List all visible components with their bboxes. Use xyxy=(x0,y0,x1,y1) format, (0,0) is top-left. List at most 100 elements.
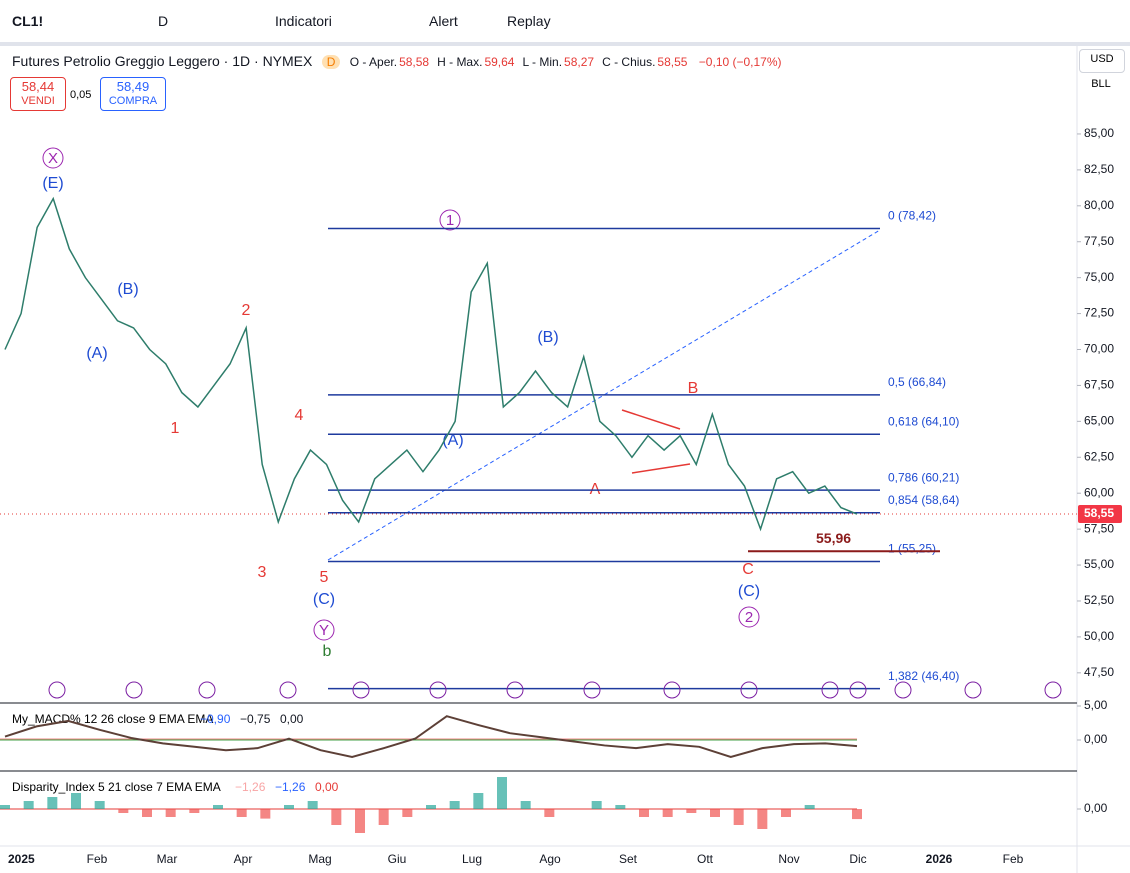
y-tick-label: 80,00 xyxy=(1084,198,1114,212)
disparity-bar xyxy=(544,809,555,817)
buy-button[interactable]: 58,49 COMPRA xyxy=(100,77,166,111)
wave-label: 1 xyxy=(171,420,180,437)
disparity-bar xyxy=(47,797,58,809)
wave-label: 3 xyxy=(258,564,267,581)
disparity-bar xyxy=(757,809,768,829)
replay-button[interactable]: Replay xyxy=(507,13,551,29)
last-price-label: 58,55 xyxy=(1084,506,1114,520)
replay-icon xyxy=(663,681,681,699)
disparity-bar xyxy=(804,805,815,809)
y-tick-label: 65,00 xyxy=(1084,414,1114,428)
x-tick-label: Lug xyxy=(462,852,482,866)
wave-circle xyxy=(42,147,64,169)
x-tick-label: Dic xyxy=(849,852,866,866)
ohlc-label: H - Max. xyxy=(437,55,483,69)
badge: D xyxy=(321,55,341,69)
sell-label: VENDI xyxy=(21,95,55,107)
currency[interactable]: USD xyxy=(1079,49,1125,73)
disparity-bar xyxy=(236,809,247,817)
y-tick-label: 62,50 xyxy=(1084,449,1114,463)
macd-legend: 0,00 xyxy=(280,712,304,726)
ohlc-value: 58,55 xyxy=(657,55,688,69)
disparity-bar xyxy=(615,805,626,809)
y-tick-label: 75,00 xyxy=(1084,270,1114,284)
disparity-bar xyxy=(94,801,105,809)
toolbar: CL1! D Indicatori Alert Replay xyxy=(0,0,1130,46)
x-tick-label: Apr xyxy=(234,852,253,866)
replay-icon xyxy=(740,681,758,699)
fib-label: 0,618 (64,10) xyxy=(888,414,959,428)
disparity-bar xyxy=(497,777,507,809)
x-tick-label: Mar xyxy=(157,852,178,866)
wave-label: (B) xyxy=(117,281,138,298)
wave-label: (C) xyxy=(738,583,760,600)
disparity-bar xyxy=(0,805,10,809)
disparity-bar xyxy=(520,801,531,809)
y-tick-label: 70,00 xyxy=(1084,342,1114,356)
disparity-bar xyxy=(260,809,271,819)
disparity-bar xyxy=(142,809,152,817)
indicators-button[interactable]: Indicatori xyxy=(275,13,332,29)
alert-button[interactable]: Alert xyxy=(429,13,458,29)
y-tick-label: 0,00 xyxy=(1084,732,1108,746)
x-tick-label: 2025 xyxy=(8,852,35,866)
triangle-line xyxy=(631,463,691,474)
disparity-bar xyxy=(71,793,81,809)
replay-icon xyxy=(279,681,297,699)
y-tick-label: 60,00 xyxy=(1084,485,1114,499)
replay-icon xyxy=(583,681,601,699)
y-tick-label: 55,00 xyxy=(1084,557,1114,571)
wave-label: C xyxy=(742,561,754,578)
wave-label: 2 xyxy=(745,609,753,626)
last-price-box xyxy=(1078,505,1122,524)
macd-line xyxy=(4,715,858,759)
disparity-bar xyxy=(189,809,200,813)
replay-icon xyxy=(821,681,839,699)
replay-icon xyxy=(429,681,447,699)
disparity-bar xyxy=(355,809,365,833)
y-tick-label: 82,50 xyxy=(1084,162,1114,176)
replay-icon xyxy=(964,681,982,699)
replay-icon xyxy=(849,681,867,699)
wave-label: X xyxy=(48,150,58,167)
fib-label: 0,5 (66,84) xyxy=(888,375,946,389)
wave-label: (E) xyxy=(42,175,63,192)
fib-label: 1 (55,25) xyxy=(888,542,936,556)
symbol[interactable]: CL1! xyxy=(12,13,44,29)
disparity-bar xyxy=(284,805,294,809)
sell-price: 58,44 xyxy=(21,79,55,94)
y-tick-label: 85,00 xyxy=(1084,126,1114,140)
ohlc-value: 59,64 xyxy=(484,55,515,69)
wave-label: (A) xyxy=(442,432,463,449)
fib-label: 0,786 (60,21) xyxy=(888,470,959,484)
disparity-bar xyxy=(591,801,602,809)
ohlc-value: 58,27 xyxy=(564,55,595,69)
replay-icon xyxy=(198,681,216,699)
disparity-legend: −1,26 xyxy=(275,780,306,794)
x-tick-label: Giu xyxy=(388,852,407,866)
wave-label: (A) xyxy=(86,345,107,362)
header: Futures Petrolio Greggio Leggero · 1D · … xyxy=(12,53,782,69)
disparity-bar xyxy=(662,809,673,817)
y-tick-label: 57,50 xyxy=(1084,521,1114,535)
buy-label: COMPRA xyxy=(108,95,158,107)
unit[interactable]: BLL xyxy=(1091,78,1111,90)
disparity-bar xyxy=(307,801,318,809)
disparity-bar xyxy=(733,809,744,825)
fib-label: 0 (78,42) xyxy=(888,209,936,223)
wave-label: 1 xyxy=(446,212,454,229)
x-tick-label: Ago xyxy=(539,852,561,866)
price-line xyxy=(4,196,858,532)
interval[interactable]: D xyxy=(158,13,169,29)
disparity-bar xyxy=(118,809,129,813)
ohlc-value: 58,58 xyxy=(399,55,430,69)
disparity-bar xyxy=(402,809,413,817)
y-tick-label: 52,50 xyxy=(1084,593,1114,607)
change: −0,10 (−0,17%) xyxy=(698,55,782,69)
sell-button[interactable]: 58,44 VENDI xyxy=(10,77,66,111)
replay-icon xyxy=(48,681,66,699)
x-tick-label: Feb xyxy=(87,852,108,866)
replay-icon xyxy=(125,681,143,699)
